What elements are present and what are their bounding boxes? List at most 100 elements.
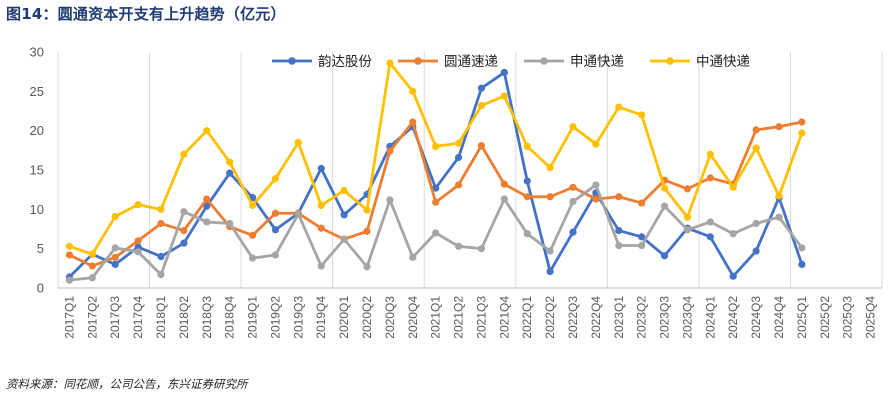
data-point <box>615 241 623 250</box>
data-point <box>363 206 371 214</box>
x-tick-label: 2023Q2 <box>635 296 649 339</box>
data-point <box>729 272 737 280</box>
x-tick-label: 2019Q3 <box>291 296 305 339</box>
data-point <box>432 198 440 206</box>
x-tick-label: 2025Q1 <box>795 296 809 339</box>
data-point <box>226 158 234 166</box>
x-tick-label: 2019Q4 <box>314 296 328 339</box>
data-point <box>157 219 165 228</box>
x-tick-label: 2017Q3 <box>108 296 122 339</box>
data-point <box>477 245 486 253</box>
data-point <box>248 254 257 262</box>
data-point <box>432 142 440 150</box>
data-point <box>409 253 417 261</box>
data-point <box>386 59 394 67</box>
source-note: 资料来源：同花顺，公司公告，东兴证券研究所 <box>6 377 248 391</box>
data-point <box>706 218 714 226</box>
x-tick-label: 2025Q4 <box>864 296 878 339</box>
legend: 韵达股份 圆通速递 申通快递 中通快递 <box>272 54 750 70</box>
legend-marker <box>414 57 422 65</box>
x-tick-label: 2025Q2 <box>818 296 832 339</box>
data-point <box>706 150 714 158</box>
data-point <box>180 226 188 235</box>
data-point <box>638 199 646 207</box>
data-point <box>157 271 165 279</box>
data-point <box>638 111 646 119</box>
x-tick-label: 2019Q1 <box>246 296 260 339</box>
data-point <box>294 210 302 218</box>
x-tick-label: 2017Q1 <box>62 296 76 339</box>
data-point <box>546 164 554 172</box>
data-point <box>615 226 623 235</box>
data-point <box>477 101 486 110</box>
data-point <box>477 142 486 150</box>
data-point <box>271 226 280 234</box>
x-tick-label: 2023Q3 <box>658 296 672 339</box>
x-tick-label: 2019Q2 <box>268 296 282 339</box>
data-point <box>248 201 257 209</box>
x-tick-label: 2022Q2 <box>543 296 557 339</box>
data-point <box>706 233 714 241</box>
data-point <box>340 186 348 195</box>
x-tick-label: 2024Q1 <box>703 296 717 339</box>
data-point <box>546 193 554 201</box>
legend-label: 申通快递 <box>570 54 624 70</box>
data-point <box>88 262 96 270</box>
data-point <box>409 118 417 126</box>
data-point <box>454 153 463 162</box>
data-point <box>432 184 440 192</box>
data-point <box>638 233 646 241</box>
data-point <box>798 118 806 126</box>
x-tick-label: 2023Q4 <box>680 296 694 339</box>
data-point <box>523 193 531 201</box>
data-point <box>523 230 531 238</box>
data-point <box>798 260 806 268</box>
y-tick-label: 20 <box>30 123 44 138</box>
data-point <box>180 239 188 247</box>
y-tick-label: 25 <box>30 84 44 99</box>
x-tick-label: 2021Q3 <box>474 296 488 339</box>
legend-marker <box>666 57 674 65</box>
data-point <box>500 68 508 77</box>
y-axis: 0 5 10 15 20 25 30 <box>30 45 44 296</box>
data-point <box>203 195 211 203</box>
data-point <box>546 247 554 255</box>
x-tick-label: 2021Q4 <box>497 296 511 339</box>
data-point <box>752 247 760 255</box>
data-point <box>546 267 554 276</box>
y-tick-label: 30 <box>30 45 44 60</box>
data-point <box>638 241 646 250</box>
x-tick-label: 2024Q2 <box>726 296 740 339</box>
data-point <box>683 226 692 234</box>
data-point <box>569 183 577 191</box>
x-tick-label: 2021Q1 <box>429 296 443 339</box>
x-tick-label: 2018Q2 <box>177 296 191 339</box>
data-point <box>363 263 371 271</box>
data-point <box>203 127 211 135</box>
data-point <box>432 229 440 237</box>
data-point <box>615 103 623 111</box>
x-axis: 2017Q1 2017Q2 2017Q3 2017Q4 2018Q1 2018Q2 2018… <box>62 296 877 339</box>
data-point <box>203 202 211 210</box>
data-point <box>569 197 577 206</box>
x-tick-label: 2020Q2 <box>360 296 374 339</box>
y-tick-label: 10 <box>30 202 44 217</box>
x-tick-label: 2017Q2 <box>85 296 99 339</box>
grid-lines <box>57 52 883 289</box>
data-point <box>775 213 783 221</box>
data-point <box>798 244 806 252</box>
data-point <box>317 201 325 209</box>
x-tick-label: 2023Q1 <box>612 296 626 339</box>
x-tick-label: 2020Q3 <box>383 296 397 339</box>
data-point <box>729 230 737 238</box>
y-tick-label: 0 <box>37 281 44 296</box>
data-point <box>500 180 508 188</box>
data-point <box>569 228 577 236</box>
data-point <box>592 181 600 189</box>
data-point <box>317 262 325 270</box>
y-tick-label: 5 <box>37 241 44 256</box>
y-tick-label: 15 <box>30 163 44 178</box>
x-tick-label: 2024Q4 <box>772 296 786 339</box>
x-tick-label: 2020Q1 <box>337 296 351 339</box>
data-point <box>157 252 165 261</box>
